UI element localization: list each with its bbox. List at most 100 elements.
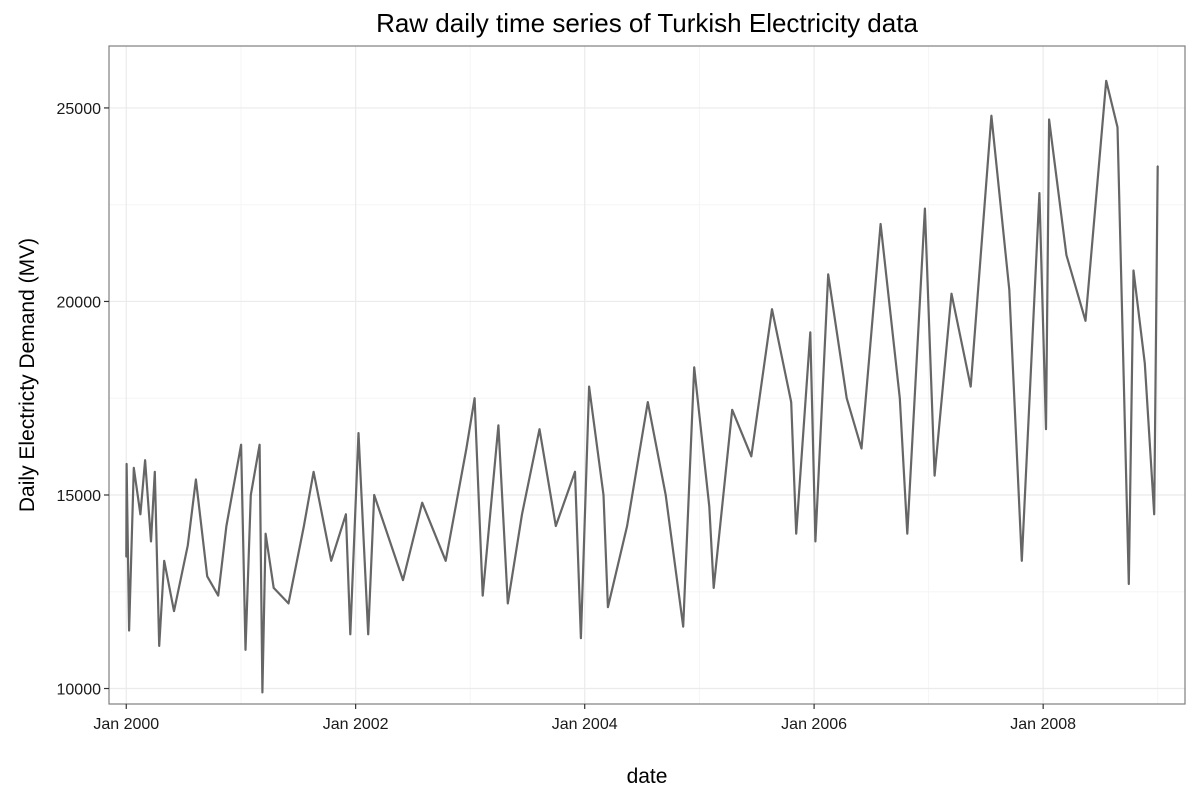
data-point <box>195 478 197 481</box>
data-point <box>771 308 773 311</box>
y-tick-label: 25000 <box>57 101 102 118</box>
data-point <box>708 505 711 508</box>
panel-border <box>108 45 1186 705</box>
y-tick-label: 20000 <box>57 294 102 311</box>
x-tick-label: Jan 2008 <box>1010 716 1076 733</box>
x-axis-label: date <box>627 765 668 788</box>
y-tick-label: 15000 <box>57 488 102 505</box>
data-point <box>187 544 189 547</box>
data-point <box>261 691 264 694</box>
data-point <box>150 540 152 543</box>
data-point <box>244 649 247 651</box>
data-point <box>574 471 576 473</box>
data-point <box>809 331 812 334</box>
data-point <box>1128 583 1130 585</box>
data-point <box>588 385 590 388</box>
data-point <box>357 432 360 434</box>
series-0 <box>125 79 1159 694</box>
data-point <box>906 532 909 535</box>
chart-title: Raw daily time series of Turkish Electri… <box>376 8 918 38</box>
data-point <box>693 366 695 369</box>
grid <box>109 46 1185 704</box>
x-axis: Jan 2000 Jan 2002 Jan 2004 Jan 2006 Jan 2008 <box>93 704 1076 733</box>
data-point <box>1116 126 1119 129</box>
data-point <box>125 463 128 465</box>
data-point <box>933 474 936 477</box>
data-point <box>139 513 142 516</box>
data-point <box>465 447 468 450</box>
data-point <box>367 633 370 636</box>
data-point <box>303 525 305 527</box>
data-point <box>1045 428 1047 431</box>
x-tick-label: Jan 2004 <box>552 716 618 733</box>
series-layer <box>125 79 1159 694</box>
y-tick-label: 10000 <box>57 682 102 699</box>
data-point <box>1008 289 1011 291</box>
data-point <box>795 532 797 535</box>
data-point <box>373 494 376 496</box>
data-point <box>444 560 447 562</box>
data-point <box>128 629 130 632</box>
data-point <box>664 494 667 496</box>
data-point <box>1048 118 1050 121</box>
data-point <box>481 594 484 597</box>
data-point <box>682 625 684 628</box>
data-point <box>173 610 175 612</box>
data-point <box>731 409 733 411</box>
data-point <box>647 401 649 403</box>
data-point <box>206 575 208 578</box>
data-point <box>312 471 315 473</box>
data-point <box>602 494 605 496</box>
data-point <box>264 532 267 535</box>
data-point <box>133 467 135 469</box>
data-point <box>349 633 352 636</box>
data-point <box>240 443 242 446</box>
data-point <box>1153 513 1155 516</box>
data-point <box>580 637 582 639</box>
data-point <box>790 401 792 403</box>
data-point <box>330 560 333 562</box>
data-point <box>272 587 275 589</box>
data-point <box>626 525 628 527</box>
data-point <box>521 513 523 516</box>
data-point <box>1132 269 1135 272</box>
data-point <box>1105 80 1107 82</box>
data-point <box>1065 254 1068 256</box>
data-point <box>538 428 541 431</box>
data-point <box>990 114 993 117</box>
data-point <box>879 223 882 225</box>
data-point <box>507 602 509 605</box>
data-point <box>827 273 829 276</box>
data-point <box>473 397 476 400</box>
data-point <box>969 385 972 388</box>
data-point <box>924 207 926 210</box>
data-point <box>163 560 165 562</box>
y-axis: 10000 15000 20000 25000 <box>57 101 109 699</box>
data-point <box>1156 165 1159 167</box>
data-point <box>1021 560 1023 562</box>
data-point <box>287 602 290 605</box>
data-point <box>814 540 817 543</box>
data-point <box>345 513 347 516</box>
x-tick-label: Jan 2006 <box>781 716 847 733</box>
data-point <box>250 494 252 496</box>
data-point <box>607 606 609 608</box>
data-point <box>712 587 715 589</box>
data-point <box>258 443 261 446</box>
data-point <box>860 447 863 450</box>
data-point <box>154 471 156 473</box>
data-point <box>421 501 424 504</box>
y-axis-label: Daily Electricty Demand (MV) <box>16 238 39 512</box>
x-tick-label: Jan 2002 <box>323 716 389 733</box>
data-point <box>125 556 128 558</box>
data-point <box>225 525 228 527</box>
data-point <box>950 292 953 295</box>
data-point <box>845 397 848 400</box>
series-line <box>125 79 1159 694</box>
data-point <box>1038 192 1041 194</box>
data-point <box>1084 320 1087 322</box>
x-tick-label: Jan 2000 <box>93 716 159 733</box>
data-point <box>497 424 500 427</box>
